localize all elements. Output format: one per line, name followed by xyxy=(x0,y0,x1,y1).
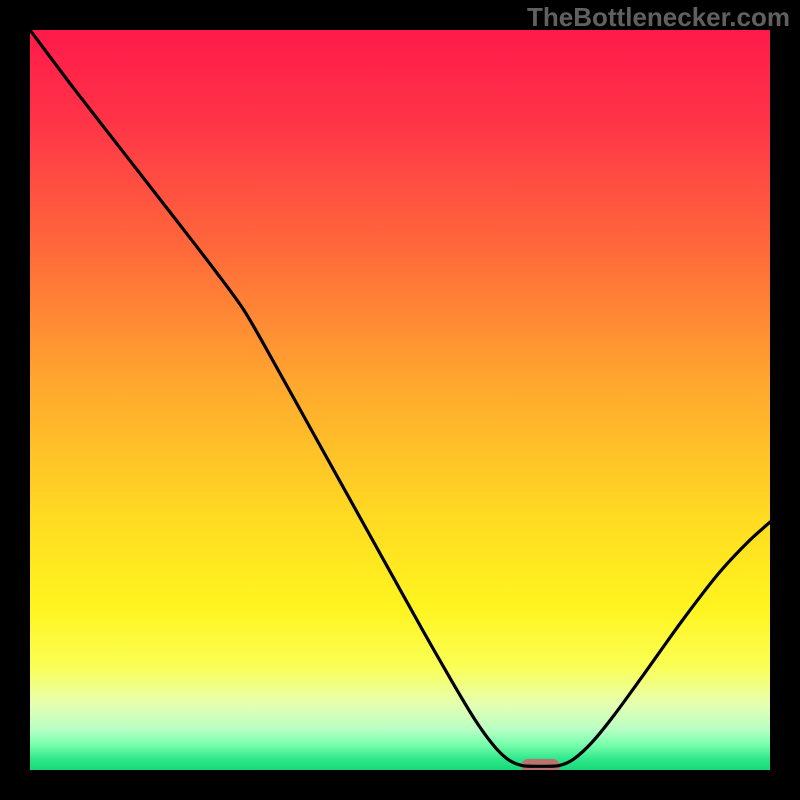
gradient-background xyxy=(30,30,770,770)
plot-area xyxy=(30,30,770,770)
chart-root: TheBottlenecker.com xyxy=(0,0,800,800)
plot-svg xyxy=(30,30,770,770)
watermark-label: TheBottlenecker.com xyxy=(527,2,790,33)
optimal-marker xyxy=(521,759,559,770)
